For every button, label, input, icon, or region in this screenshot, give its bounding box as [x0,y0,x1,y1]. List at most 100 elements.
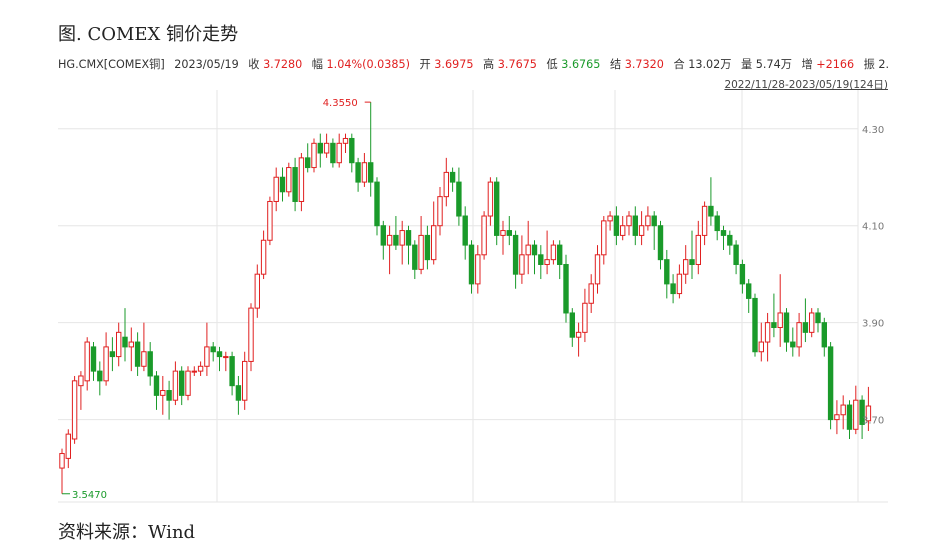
candle-body [739,263,746,285]
candle [216,346,223,372]
candle-body [802,322,809,333]
candle [456,167,462,226]
candle [298,153,305,212]
candle [204,322,210,376]
candle-body [475,254,481,285]
candle-body [506,230,513,236]
candle-body [134,341,141,367]
candle-body [122,336,128,348]
candle [708,177,714,226]
candle-body [248,307,254,362]
candle [569,308,575,347]
candle-body [790,341,796,348]
candle [626,211,632,236]
candle [242,351,248,410]
candle-body [166,390,172,401]
candle [500,220,506,255]
candle-body [305,157,311,169]
candle [349,133,355,173]
candle [771,293,777,338]
candle-body [311,142,317,169]
date-range[interactable]: 2022/11/28-2023/05/19(124日) [724,79,888,91]
candle [84,337,90,391]
candle-body [229,356,235,387]
candle [827,342,834,430]
candle-body [746,283,752,299]
candle [90,342,97,381]
candle-body [242,360,248,401]
candle-body [323,142,330,154]
candle-body [260,239,267,275]
candle [670,274,676,304]
candle-body [758,341,764,353]
candle [405,225,412,265]
candle [279,167,286,202]
candle [317,133,324,168]
candle [525,220,531,275]
candle-body [664,259,670,285]
candle-body [638,225,645,236]
candle-body [342,137,349,144]
candle [78,371,84,410]
candle [267,196,273,246]
candle-body [109,351,116,358]
candle-body [97,370,103,382]
candle-body [670,283,676,295]
candle [323,133,330,158]
candle [821,317,827,357]
candle [197,361,204,376]
candle [815,308,821,333]
candle [506,216,513,246]
candle-body [368,162,374,183]
candle [834,400,840,435]
candle [109,337,116,372]
candle [248,303,254,372]
candle-body [279,176,286,193]
candle [59,448,65,494]
candle-body [783,312,790,343]
low-field: 低 3.6765 [546,58,601,71]
annotation-high-label: 4.3550 [323,98,358,109]
candle-body [431,225,437,261]
candle [462,206,468,260]
annotation-low-label: 3.5470 [72,490,107,501]
candle-body [764,322,771,343]
candle-body [752,297,758,353]
candle-body [443,171,450,198]
candle [122,308,128,362]
candle [714,211,720,241]
candle-body [771,322,777,329]
change-field: 幅 1.04%(0.0385) [311,58,410,71]
candle [695,220,701,275]
candle-body [657,225,664,261]
candle-body [494,181,500,236]
candle [809,308,815,338]
candle-body [821,322,827,348]
candle [311,138,317,173]
candle-body [292,167,298,202]
candle [865,386,872,431]
candle-body [620,225,626,236]
candle-body [544,259,550,265]
candle-body [512,234,519,275]
candle-body [538,254,544,265]
candle-body [78,375,84,387]
candle [853,385,859,435]
candle-body [468,244,475,285]
candle-body [796,322,802,348]
candle-body [210,346,216,353]
candle [468,240,475,294]
candle-body [683,259,689,275]
candle-body [827,346,834,421]
candle-body [374,181,380,227]
candle [128,327,135,372]
symbol-label: HG.CMX[COMEX铜] [58,58,165,71]
candle [443,157,450,207]
candle [449,167,456,192]
candle-body [153,375,160,396]
candle-body [330,142,336,164]
candle [519,235,525,284]
candle-body [361,162,368,183]
candle [613,206,620,246]
candle-body [128,341,135,348]
